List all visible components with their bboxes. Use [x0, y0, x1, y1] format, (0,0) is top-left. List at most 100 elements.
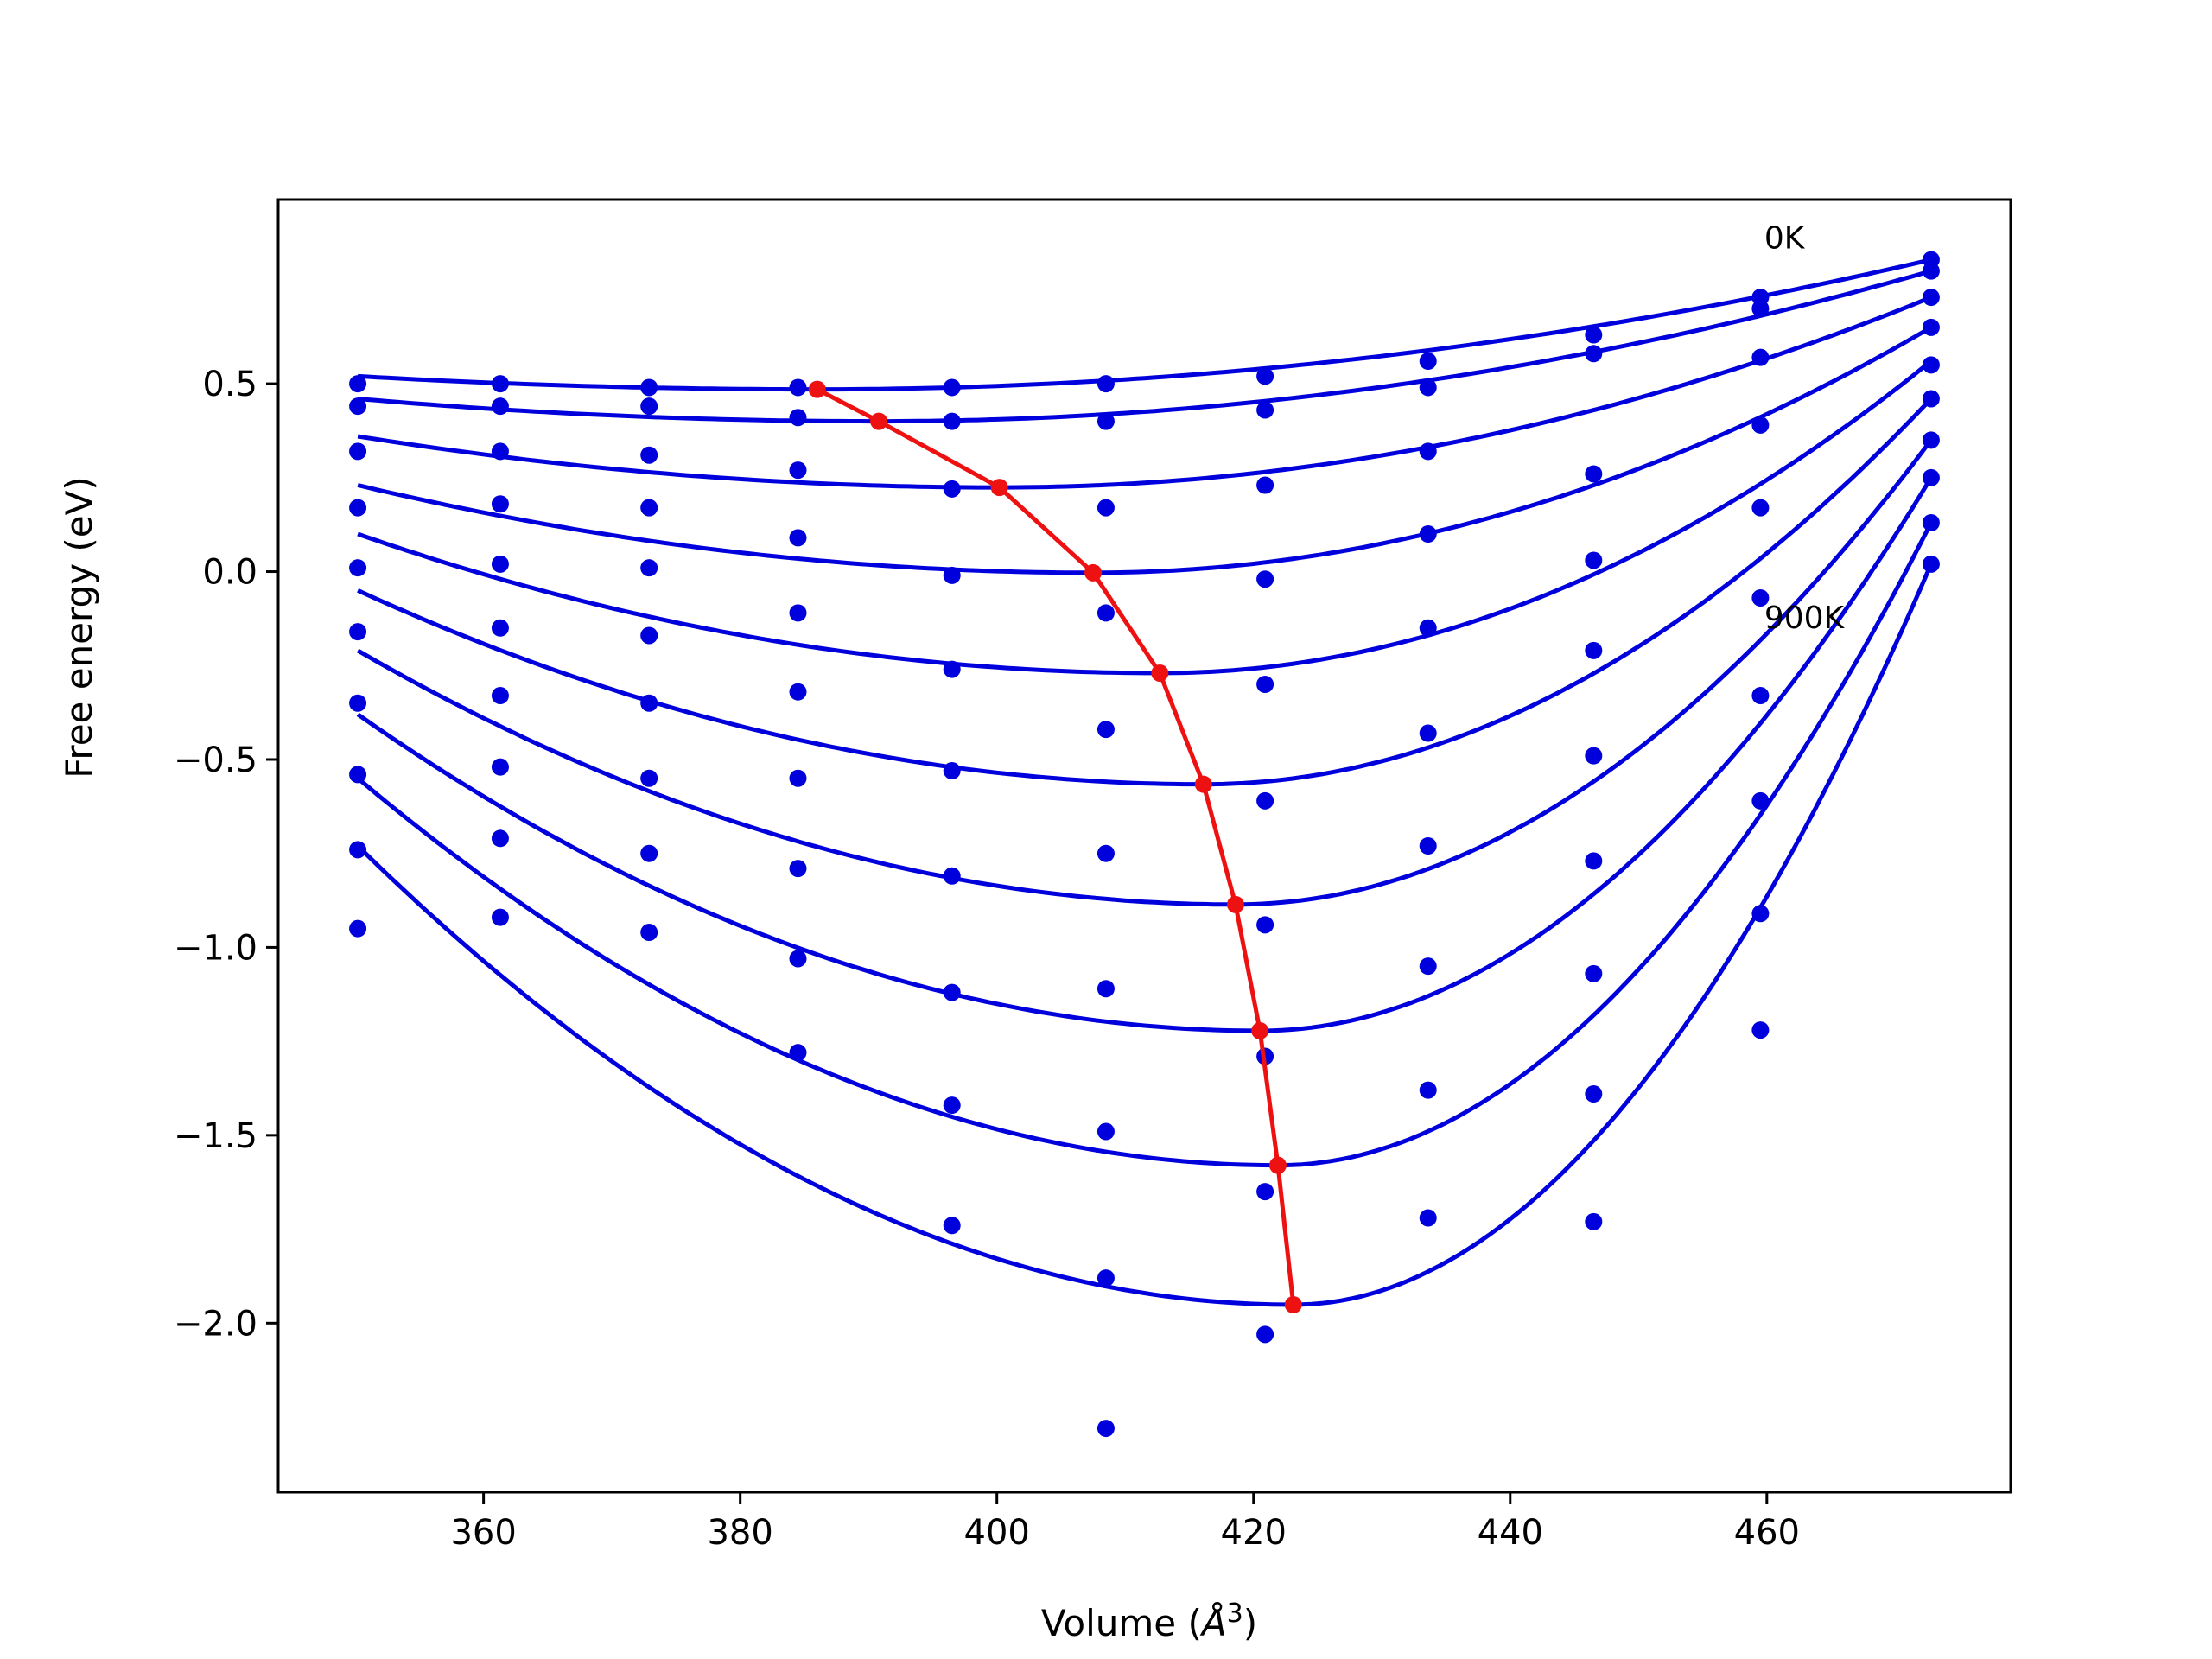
data-point: [1096, 1420, 1115, 1438]
data-point: [1922, 356, 1940, 374]
data-point: [1419, 353, 1437, 370]
fit-curve: [357, 295, 1932, 490]
data-point: [1096, 604, 1115, 622]
data-point: [1585, 1085, 1603, 1103]
minimum-point: [990, 479, 1008, 497]
data-point: [1585, 345, 1603, 363]
data-point: [640, 397, 658, 416]
minimum-path-line: [816, 387, 1296, 1306]
y-tick-label: −1.0: [174, 928, 257, 968]
data-point: [789, 604, 807, 622]
minimum-point: [1268, 1156, 1287, 1174]
y-tick-label: −0.5: [174, 741, 257, 780]
data-point: [1256, 916, 1274, 934]
data-point: [1751, 588, 1770, 607]
data-point: [1256, 1325, 1274, 1344]
data-point: [491, 495, 509, 513]
data-point: [1256, 570, 1274, 588]
data-point: [1096, 721, 1115, 739]
data-point: [789, 769, 807, 787]
data-point: [1922, 390, 1940, 408]
data-point: [943, 867, 961, 885]
x-axis-label-close: ): [1243, 1602, 1257, 1644]
data-point: [789, 950, 807, 968]
data-point: [789, 683, 807, 701]
fit-curve: [357, 257, 1932, 392]
minimum-point: [870, 412, 888, 430]
data-point: [349, 499, 367, 517]
data-point: [943, 378, 961, 397]
fit-curve: [357, 325, 1933, 575]
data-point: [1585, 465, 1603, 483]
y-axis-label: Free energy (eV): [58, 476, 100, 779]
data-point: [640, 446, 658, 464]
x-axis-label-exponent: 3: [1227, 1599, 1243, 1629]
data-point: [1922, 262, 1940, 280]
data-point: [491, 555, 509, 573]
data-point: [943, 660, 961, 678]
minimum-point: [1251, 1021, 1269, 1039]
x-tick-label: 460: [1734, 1513, 1800, 1553]
minimum-point: [1226, 895, 1244, 913]
minimum-point: [1151, 664, 1169, 682]
data-point: [640, 844, 658, 862]
data-point: [1585, 551, 1603, 569]
data-point: [640, 559, 658, 577]
data-point: [1256, 676, 1274, 693]
data-point: [349, 766, 367, 784]
data-point: [1419, 378, 1437, 397]
fit-curve: [357, 359, 1933, 676]
data-point: [943, 412, 961, 430]
minimum-point: [1194, 775, 1212, 793]
x-tick-label: 380: [707, 1513, 772, 1553]
minimum-point: [1284, 1295, 1302, 1313]
fit-curve: [356, 521, 1934, 1168]
data-point: [1922, 468, 1940, 486]
annotation-label: 900K: [1764, 601, 1846, 636]
minimum-point: [1084, 563, 1103, 582]
data-point: [789, 1044, 807, 1062]
data-point: [1419, 837, 1437, 855]
data-point: [1922, 514, 1940, 531]
data-point: [943, 566, 961, 584]
data-point: [640, 499, 658, 517]
data-point: [1751, 1021, 1770, 1039]
data-point: [349, 442, 367, 461]
data-point: [789, 860, 807, 878]
data-point: [1419, 1209, 1437, 1227]
data-point: [789, 409, 807, 427]
data-point: [349, 559, 367, 577]
data-point: [1419, 957, 1437, 976]
data-point: [1751, 416, 1770, 434]
fit-curve: [356, 476, 1934, 1033]
data-point: [1256, 367, 1274, 385]
fit-curve: [356, 438, 1933, 907]
data-point: [1096, 1269, 1115, 1287]
x-tick-label: 360: [450, 1513, 516, 1553]
data-point: [640, 924, 658, 942]
data-point: [491, 375, 509, 393]
data-point: [1256, 476, 1274, 494]
data-point: [1419, 619, 1437, 637]
data-point: [1922, 289, 1940, 307]
data-point: [640, 626, 658, 645]
data-point: [1256, 1183, 1274, 1201]
data-point: [1419, 1081, 1437, 1099]
x-tick-label: 420: [1221, 1513, 1287, 1553]
data-point: [1096, 980, 1115, 998]
data-point: [491, 908, 509, 926]
data-point: [1419, 442, 1437, 461]
data-point: [1585, 964, 1603, 982]
data-point: [491, 397, 509, 416]
y-tick-label: 0.5: [202, 365, 257, 404]
data-point: [1585, 641, 1603, 659]
data-point: [1419, 724, 1437, 742]
minimum-path: [808, 380, 1302, 1313]
data-point: [943, 762, 961, 780]
plot-frame: [276, 198, 2012, 1494]
data-point: [1256, 791, 1274, 810]
data-point: [1751, 791, 1770, 810]
data-point: [1256, 401, 1274, 419]
axis-ticks: 360 380 400 420 440 460 0.5 0.0 −0.5 −1.0 −1.5 −2.0: [174, 365, 1800, 1553]
